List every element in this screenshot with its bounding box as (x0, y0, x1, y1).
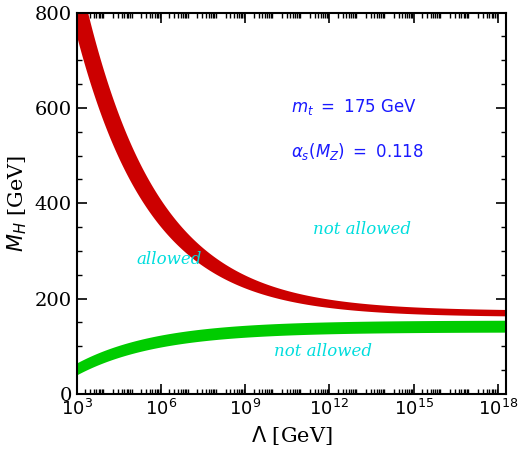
Text: $\alpha_s(M_Z)\ =\ 0.118$: $\alpha_s(M_Z)\ =\ 0.118$ (291, 141, 424, 163)
Text: $m_t\ =\ 175\ \mathrm{GeV}$: $m_t\ =\ 175\ \mathrm{GeV}$ (291, 96, 418, 117)
Text: not allowed: not allowed (313, 221, 411, 238)
Y-axis label: $M_H$ [GeV]: $M_H$ [GeV] (6, 155, 29, 252)
X-axis label: $\Lambda$ [GeV]: $\Lambda$ [GeV] (250, 424, 332, 448)
Text: not allowed: not allowed (274, 343, 372, 360)
Text: allowed: allowed (137, 251, 202, 268)
